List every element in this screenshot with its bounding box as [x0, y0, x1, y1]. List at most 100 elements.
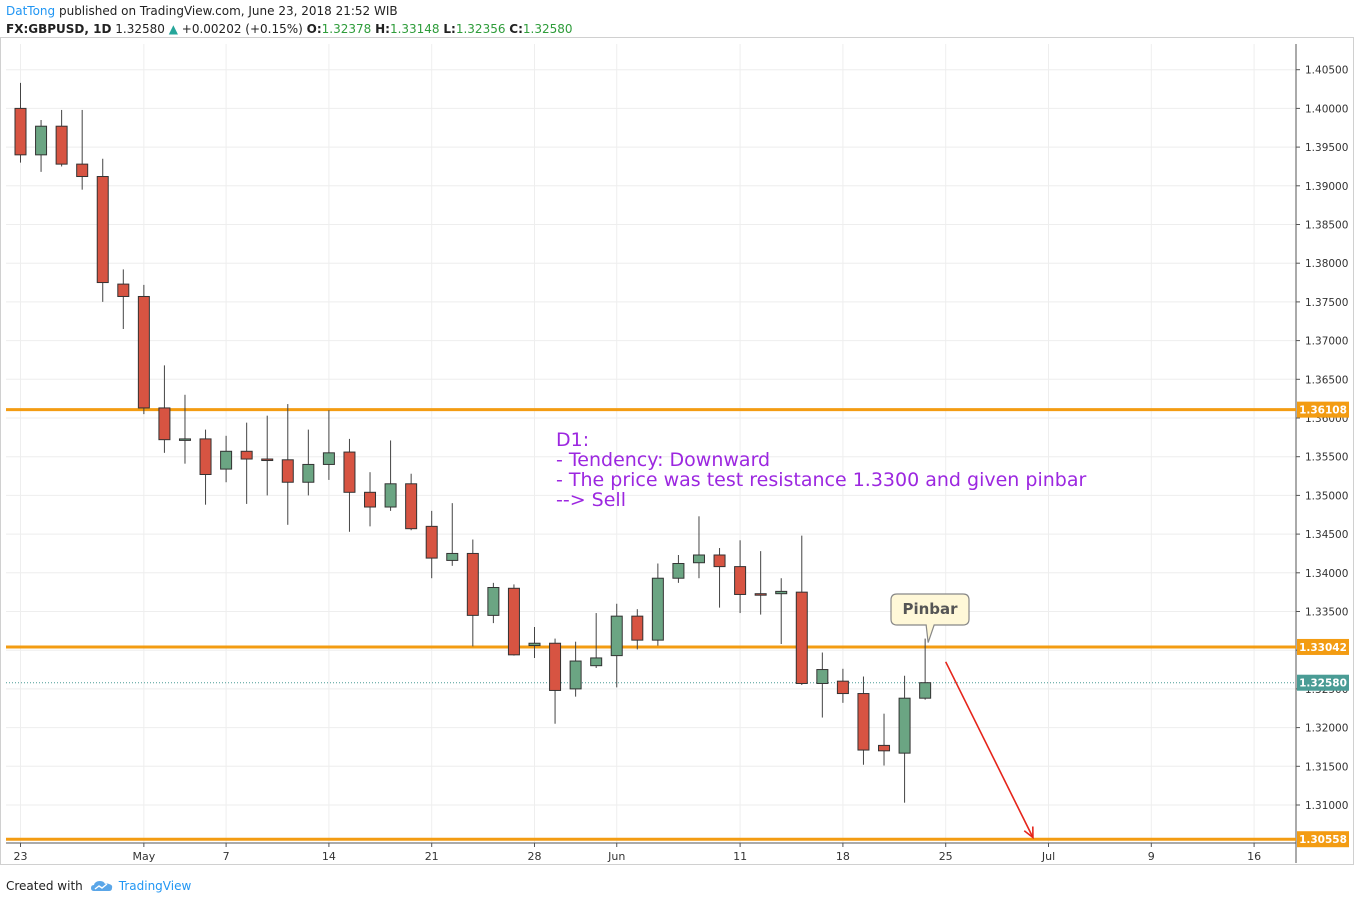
author-link[interactable]: DatTong [6, 4, 56, 18]
pinbar-callout[interactable] [890, 593, 970, 643]
candle-body[interactable] [754, 593, 767, 596]
candle-body[interactable] [487, 587, 500, 616]
annotation-line: --> Sell [556, 489, 626, 511]
y-tick-label: 1.34500 [1305, 529, 1348, 541]
candle-body[interactable] [878, 744, 891, 752]
candle-body[interactable] [425, 525, 438, 559]
candle-body[interactable] [96, 176, 109, 284]
candle-body[interactable] [281, 459, 294, 483]
candle-body[interactable] [405, 483, 418, 530]
candle-body[interactable] [322, 452, 335, 465]
y-tick-label: 1.32000 [1305, 723, 1348, 735]
candle-body[interactable] [590, 657, 603, 667]
x-tick-label: Jul [1041, 850, 1055, 863]
x-tick-label: 11 [733, 850, 747, 863]
candle-body[interactable] [302, 463, 315, 483]
change-up-icon: ▲ [168, 22, 178, 36]
candle-body[interactable] [261, 458, 274, 462]
candle-body[interactable] [507, 587, 520, 656]
x-tick-label: 21 [425, 850, 439, 863]
y-tick-label: 1.40000 [1305, 103, 1348, 115]
y-tick-label: 1.37500 [1305, 297, 1348, 309]
y-tick-label: 1.34000 [1305, 568, 1348, 580]
y-tick-label: 1.35500 [1305, 452, 1348, 464]
x-tick-label: 23 [14, 850, 28, 863]
open-label: O: [306, 22, 322, 36]
x-tick-label: 9 [1148, 850, 1155, 863]
candle-body[interactable] [158, 407, 171, 441]
level-price-label: 1.30558 [1299, 834, 1347, 846]
candle-body[interactable] [713, 554, 726, 568]
x-tick-label: 14 [322, 850, 336, 863]
x-tick-label: 7 [223, 850, 230, 863]
projection-arrow-line [944, 661, 1034, 838]
candle-body[interactable] [692, 554, 705, 564]
publisher-line: DatTong published on TradingView.com, Ju… [6, 4, 398, 18]
tradingview-cloud-icon [90, 881, 112, 891]
last-price-label: 1.32580 [1299, 678, 1347, 690]
y-tick-label: 1.38000 [1305, 258, 1348, 270]
pinbar-callout-text: Pinbar [902, 600, 958, 618]
candle-body[interactable] [364, 491, 377, 508]
candle-body[interactable] [55, 125, 68, 165]
candle-body[interactable] [651, 577, 664, 641]
x-tick-label: 18 [836, 850, 850, 863]
level-price-tag [1297, 831, 1349, 848]
candle-body[interactable] [836, 680, 849, 695]
y-tick-label: 1.33500 [1305, 607, 1348, 619]
annotation-line: - Tendency: Downward [556, 449, 771, 471]
candle-body[interactable] [528, 642, 541, 647]
candle-body[interactable] [343, 451, 356, 493]
candle-body[interactable] [795, 591, 808, 684]
level-price-label: 1.36108 [1299, 405, 1347, 417]
y-tick-label: 1.36500 [1305, 374, 1348, 386]
candle-body[interactable] [76, 163, 89, 178]
y-tick-label: 1.40500 [1305, 65, 1348, 77]
tradingview-link[interactable]: TradingView [90, 879, 191, 893]
candle-body[interactable] [220, 450, 233, 470]
close-label: C: [509, 22, 523, 36]
candle-body[interactable] [775, 590, 788, 595]
y-tick-label: 1.31000 [1305, 800, 1348, 812]
open-value: 1.32378 [321, 22, 372, 36]
candle-body[interactable] [137, 295, 150, 409]
change-value: +0.00202 (+0.15%) [181, 22, 303, 36]
candle-body[interactable] [631, 615, 644, 641]
x-tick-label: 28 [528, 850, 542, 863]
last-price-tag [1297, 674, 1349, 691]
candle-body[interactable] [569, 660, 582, 690]
close-value: 1.32580 [522, 22, 573, 36]
candle-body[interactable] [672, 563, 685, 579]
candle-body[interactable] [466, 552, 479, 616]
candle-body[interactable] [117, 283, 130, 297]
candle-body[interactable] [199, 438, 212, 476]
candle-body[interactable] [35, 125, 48, 156]
annotation-line: D1: [556, 429, 590, 451]
low-value: 1.32356 [455, 22, 506, 36]
candle-body[interactable] [14, 107, 27, 156]
created-with-text: Created with [6, 879, 83, 893]
candle-body[interactable] [734, 566, 747, 595]
footer: Created with TradingView [6, 879, 191, 893]
candle-body[interactable] [898, 697, 911, 754]
x-tick-label: Jun [607, 850, 625, 863]
candle-body[interactable] [549, 642, 562, 691]
analysis-annotation: D1: - Tendency: Downward - The price was t… [556, 430, 1086, 510]
x-tick-label: 25 [939, 850, 953, 863]
candle-body[interactable] [857, 693, 870, 751]
y-tick-label: 1.31500 [1305, 761, 1348, 773]
high-label: H: [375, 22, 390, 36]
candle-body[interactable] [816, 669, 829, 684]
candle-body[interactable] [384, 483, 397, 508]
candle-body[interactable] [610, 615, 623, 657]
candle-body[interactable] [919, 682, 932, 699]
last-price: 1.32580 [115, 22, 165, 36]
candle-body[interactable] [446, 552, 459, 561]
y-tick-label: 1.39500 [1305, 142, 1348, 154]
x-tick-label: May [132, 850, 155, 863]
candle-body[interactable] [178, 438, 191, 441]
candle-body[interactable] [240, 450, 253, 460]
plot-area [6, 44, 1296, 843]
low-label: L: [443, 22, 456, 36]
